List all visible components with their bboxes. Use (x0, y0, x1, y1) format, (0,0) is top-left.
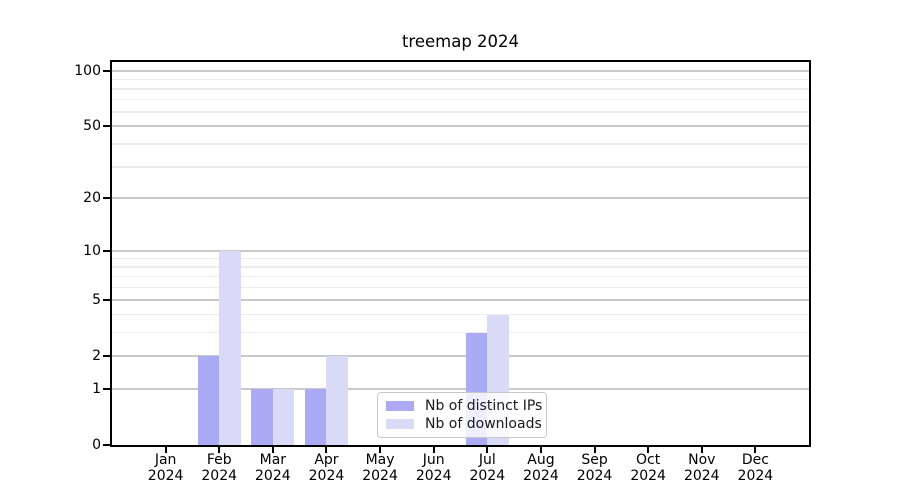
y-tick-label: 2 (92, 347, 101, 364)
x-tick-label: Aug 2024 (523, 452, 559, 484)
bar-downloads (326, 356, 348, 445)
x-tick-label: Nov 2024 (683, 452, 720, 484)
legend-swatch-distinct-ips (386, 400, 414, 411)
gridline-minor (112, 313, 809, 316)
gridline-minor (112, 286, 809, 289)
gridline-major (112, 125, 809, 128)
gridline-minor (112, 78, 809, 81)
y-tick-label: 100 (74, 63, 101, 80)
x-tick-label: May 2024 (362, 452, 398, 484)
gridline-major (112, 197, 809, 200)
gridline-minor (112, 331, 809, 334)
x-axis-tick (432, 447, 435, 453)
x-tick-label: Jul 2024 (469, 452, 506, 484)
gridline-major (112, 249, 809, 252)
legend-swatch-downloads (386, 419, 414, 430)
gridline-major (112, 387, 809, 390)
x-axis-tick (218, 447, 221, 453)
gridline-minor (112, 257, 809, 260)
x-axis-tick (593, 447, 596, 453)
x-axis-tick (539, 447, 542, 453)
x-axis-tick (700, 447, 703, 453)
legend-label: Nb of downloads (425, 416, 542, 433)
gridline-major (112, 298, 809, 301)
gridline-minor (112, 266, 809, 268)
bar-downloads (272, 388, 295, 445)
x-axis-tick (325, 447, 328, 453)
x-tick-label: Apr 2024 (308, 452, 345, 484)
y-axis-tick (103, 444, 110, 446)
bar-distinct-ips (197, 356, 220, 445)
x-axis-tick (754, 447, 757, 453)
legend-label: Nb of distinct IPs (425, 397, 543, 414)
y-axis-tick (103, 70, 110, 73)
y-axis-tick (103, 249, 110, 252)
y-axis-tick (103, 387, 110, 390)
y-tick-label: 20 (83, 190, 101, 207)
bar-downloads (219, 250, 241, 445)
gridline-minor (112, 88, 809, 90)
y-axis-tick (103, 125, 110, 128)
gridline-major (112, 70, 809, 73)
x-axis-tick (164, 447, 167, 453)
y-tick-label: 50 (83, 118, 101, 135)
bar-distinct-ips (251, 388, 273, 445)
x-axis-tick (486, 447, 489, 453)
legend-item: Nb of distinct IPs (386, 398, 542, 414)
gridline-minor (112, 275, 809, 278)
gridline-minor (112, 166, 809, 168)
x-tick-label: Jun 2024 (415, 452, 452, 484)
x-tick-label: Jan 2024 (147, 452, 184, 484)
gridline-minor (112, 111, 809, 113)
legend: Nb of distinct IPs Nb of downloads (377, 392, 547, 438)
gridline-minor (112, 98, 809, 101)
y-tick-label: 1 (92, 380, 101, 397)
gridline-major (112, 355, 809, 357)
x-tick-label: Dec 2024 (737, 452, 774, 484)
legend-item: Nb of downloads (386, 416, 542, 432)
y-axis-tick (103, 298, 110, 301)
x-axis-tick (271, 447, 274, 453)
x-tick-label: Mar 2024 (255, 452, 291, 484)
plot-area (110, 60, 811, 447)
x-tick-label: Sep 2024 (576, 452, 613, 484)
gridline-minor (112, 143, 809, 145)
chart-title: treemap 2024 (401, 32, 520, 51)
y-axis-tick (103, 197, 110, 200)
x-tick-label: Oct 2024 (630, 452, 666, 484)
y-tick-label: 5 (92, 291, 101, 308)
y-tick-label: 10 (83, 242, 101, 259)
plot-inner (112, 62, 809, 445)
x-tick-label: Feb 2024 (201, 452, 238, 484)
y-axis-tick (103, 354, 110, 357)
y-tick-label: 0 (92, 437, 101, 453)
bar-distinct-ips (305, 388, 327, 445)
x-axis-tick (379, 447, 382, 453)
x-axis-tick (647, 447, 650, 453)
